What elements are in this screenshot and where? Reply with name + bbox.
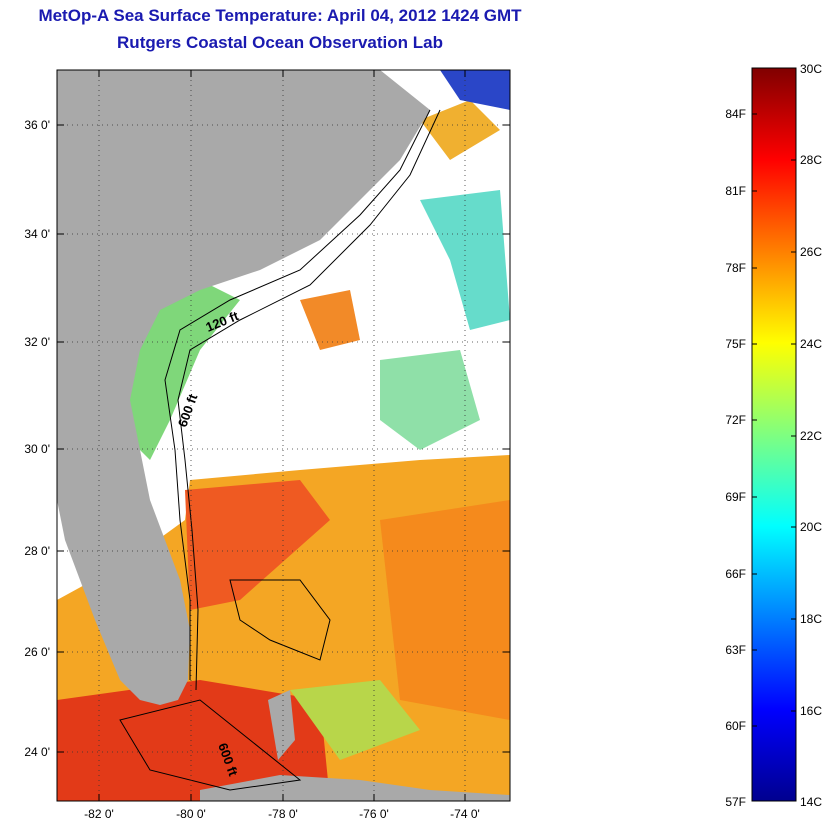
- contour-600ft: [177, 109, 441, 691]
- colorbar-c-label: 30C: [800, 62, 822, 76]
- colorbar-f-label: 66F: [725, 567, 746, 581]
- offshore-cyan-water: [380, 350, 480, 450]
- longitude-axis: -82 0' -80 0' -78 0' -76 0' -74 0': [84, 70, 480, 821]
- lat-tick-label: 24 0': [24, 745, 50, 759]
- colorbar-f-label: 60F: [725, 719, 746, 733]
- colorbar-c-label: 18C: [800, 612, 822, 626]
- lat-tick-label: 34 0': [24, 227, 50, 241]
- colorbar-f-label: 75F: [725, 337, 746, 351]
- map-title: MetOp-A Sea Surface Temperature: April 0…: [38, 6, 522, 25]
- colorbar-c-label: 26C: [800, 245, 822, 259]
- lat-tick-label: 30 0': [24, 442, 50, 456]
- map-subtitle: Rutgers Coastal Ocean Observation Lab: [117, 33, 443, 52]
- colorbar-c-label: 28C: [800, 153, 822, 167]
- cold-blue-patch: [440, 70, 510, 110]
- gulf-stream-region: [185, 480, 330, 610]
- lon-tick-label: -82 0': [84, 807, 114, 821]
- lat-tick-label: 32 0': [24, 335, 50, 349]
- lat-tick-label: 28 0': [24, 544, 50, 558]
- lat-tick-label: 36 0': [24, 118, 50, 132]
- land-mass: [57, 70, 430, 705]
- contour-keys: [119, 699, 302, 791]
- colorbar-f-label: 57F: [725, 795, 746, 809]
- colorbar-celsius-ticks: [791, 159, 796, 712]
- lon-tick-label: -80 0': [176, 807, 206, 821]
- map-gridlines: [57, 70, 510, 801]
- colorbar-f-label: 69F: [725, 490, 746, 504]
- cuba-land: [200, 775, 510, 801]
- colorbar-f-label: 78F: [725, 261, 746, 275]
- colorbar-f-label: 84F: [725, 107, 746, 121]
- bahamas-green-region: [290, 680, 420, 760]
- colorbar-gradient: [751, 67, 797, 802]
- north-shelf-yellow: [420, 100, 500, 160]
- contour-bahamas: [229, 579, 331, 661]
- contour-120ft: [164, 109, 431, 680]
- colorbar-f-label: 72F: [725, 413, 746, 427]
- colorbar-f-label: 63F: [725, 643, 746, 657]
- latitude-axis: 36 0' 34 0' 32 0' 30 0' 28 0' 26 0' 24 0…: [24, 118, 510, 759]
- colorbar-c-label: 16C: [800, 704, 822, 718]
- colorbar-c-label: 14C: [800, 795, 822, 809]
- colorbar-fahrenheit-ticks: [752, 113, 757, 727]
- colorbar-c-label: 20C: [800, 520, 822, 534]
- lon-tick-label: -78 0': [268, 807, 298, 821]
- lon-tick-label: -74 0': [450, 807, 480, 821]
- east-warm-region: [380, 500, 510, 720]
- colorbar-f-label: 81F: [725, 184, 746, 198]
- colorbar-c-label: 24C: [800, 337, 822, 351]
- colorbar-c-label: 22C: [800, 429, 822, 443]
- keys-warm-region: [57, 680, 330, 801]
- lat-tick-label: 26 0': [24, 645, 50, 659]
- orange-eddy: [300, 290, 360, 350]
- lon-tick-label: -76 0': [359, 807, 389, 821]
- andros-island: [268, 690, 295, 760]
